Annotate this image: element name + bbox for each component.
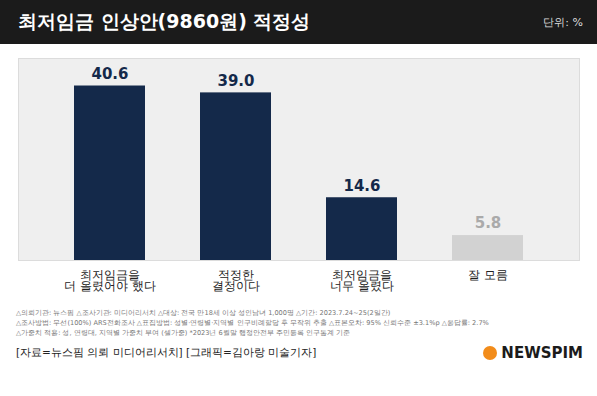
html-text:△가중치 적용: 성, 연령대, 지역별 가중치 부여 (셀: △가중치 적용: 성, 연령대, 지역별 가중치 부여 (셀가중) *2023년… — [16, 329, 351, 337]
html-text:△의뢰기관: 뉴스핌 △조사기관: 미디어리서치 △대상:: △의뢰기관: 뉴스핌 △조사기관: 미디어리서치 △대상: 전국 만18세 이상… — [16, 309, 391, 317]
svg-text:5.8: 5.8 — [475, 214, 502, 232]
html-text:[자료=뉴스핌 의뢰 미디어리서치] [그래픽=김아랑 미술: [자료=뉴스핌 의뢰 미디어리서치] [그래픽=김아랑 미술기자] — [16, 346, 317, 358]
html-text:최저임금 인상안(9860원) 적정성: 최저임금 인상안(9860원) 적정성 — [18, 10, 311, 32]
html-text:△조사방법: 무선(100%) ARS전화조사 △표집방법:: △조사방법: 무선(100%) ARS전화조사 △표집방법: 성별·연령별·지역… — [16, 319, 489, 327]
html-text:단위: %: 단위: % — [543, 15, 583, 29]
svg-text:잘 모름: 잘 모름 — [468, 268, 508, 282]
svg-text:14.6: 14.6 — [343, 177, 380, 195]
svg-text:최저임금을더 올렸어야 했다: 최저임금을더 올렸어야 했다 — [64, 268, 155, 294]
svg-text:적정한결정이다: 적정한결정이다 — [212, 268, 260, 294]
svg-text:40.6: 40.6 — [91, 65, 128, 83]
html-text:NEWSPIM: NEWSPIM — [501, 344, 583, 362]
svg-text:최저임금을너무 올렸다: 최저임금을너무 올렸다 — [330, 268, 394, 294]
svg-text:39.0: 39.0 — [217, 72, 254, 90]
